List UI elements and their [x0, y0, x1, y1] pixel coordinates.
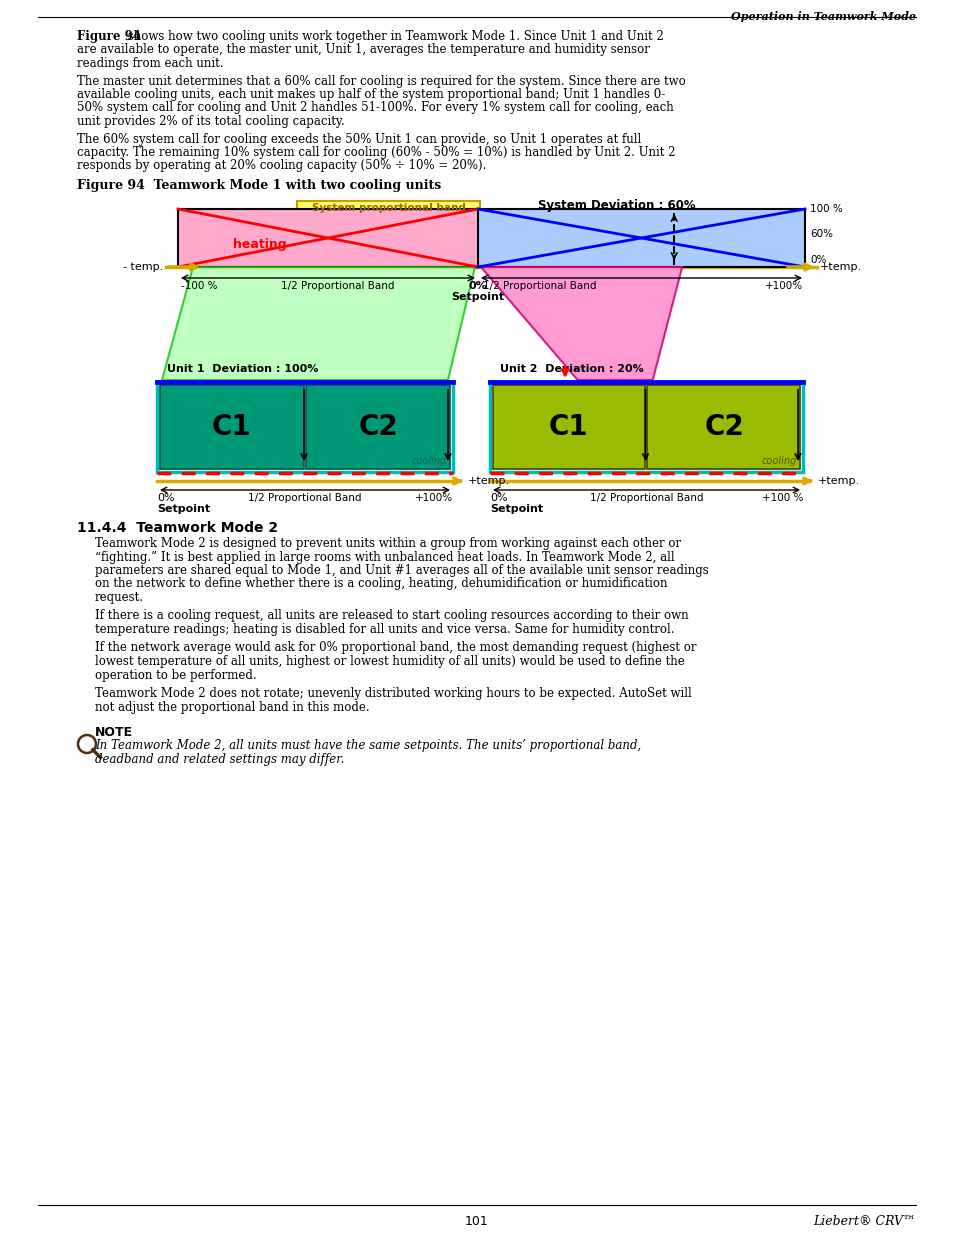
Text: Figure 94: Figure 94 [77, 30, 141, 43]
Text: heating: heating [233, 238, 286, 252]
Text: Setpoint: Setpoint [490, 504, 542, 514]
Polygon shape [162, 267, 475, 380]
Text: are available to operate, the master unit, Unit 1, averages the temperature and : are available to operate, the master uni… [77, 43, 649, 57]
Text: The 60% system call for cooling exceeds the 50% Unit 1 can provide, so Unit 1 op: The 60% system call for cooling exceeds … [77, 132, 640, 146]
Text: temperature readings; heating is disabled for all units and vice versa. Same for: temperature readings; heating is disable… [95, 622, 674, 636]
Text: 11.4.4  Teamwork Mode 2: 11.4.4 Teamwork Mode 2 [77, 521, 278, 535]
Text: - temp.: - temp. [123, 262, 163, 272]
Bar [490, 382, 802, 472]
Bar [647, 385, 800, 469]
Text: C2: C2 [358, 412, 398, 441]
Text: Figure 94  Teamwork Mode 1 with two cooling units: Figure 94 Teamwork Mode 1 with two cooli… [77, 179, 441, 191]
Text: C1: C1 [211, 412, 251, 441]
Text: 0%: 0% [490, 493, 507, 503]
Text: 0%: 0% [809, 254, 825, 266]
Text: System proportional band: System proportional band [312, 203, 465, 212]
Text: 60%: 60% [809, 228, 832, 238]
Text: Setpoint: Setpoint [451, 291, 504, 303]
Text: deadband and related settings may differ.: deadband and related settings may differ… [95, 752, 344, 766]
Text: “fighting.” It is best applied in large rooms with unbalanced heat loads. In Tea: “fighting.” It is best applied in large … [95, 551, 674, 563]
Bar [160, 385, 304, 469]
Text: 0%: 0% [157, 493, 174, 503]
Text: C1: C1 [548, 412, 587, 441]
Text: C2: C2 [704, 412, 744, 441]
Bar [178, 209, 804, 267]
Text: Teamwork Mode 2 is designed to prevent units within a group from working against: Teamwork Mode 2 is designed to prevent u… [95, 537, 680, 550]
Text: 1/2 Proportional Band: 1/2 Proportional Band [482, 282, 596, 291]
Text: unit provides 2% of its total cooling capacity.: unit provides 2% of its total cooling ca… [77, 115, 344, 128]
Text: The master unit determines that a 60% call for cooling is required for the syste: The master unit determines that a 60% ca… [77, 74, 685, 88]
Text: cooling: cooling [760, 456, 796, 466]
Text: responds by operating at 20% cooling capacity (50% ÷ 10% = 20%).: responds by operating at 20% cooling cap… [77, 159, 486, 173]
Text: 100 %: 100 % [809, 204, 841, 214]
Text: NOTE: NOTE [95, 726, 133, 739]
Polygon shape [178, 209, 477, 267]
Text: Unit 2  Deviation : 20%: Unit 2 Deviation : 20% [499, 364, 643, 374]
Text: In Teamwork Mode 2, all units must have the same setpoints. The units’ proportio: In Teamwork Mode 2, all units must have … [95, 739, 640, 752]
Text: +100%: +100% [415, 493, 453, 503]
Polygon shape [480, 267, 681, 380]
Text: System Deviation : 60%: System Deviation : 60% [537, 200, 695, 212]
Text: -100 %: -100 % [181, 282, 217, 291]
Text: +100%: +100% [764, 282, 802, 291]
Text: on the network to define whether there is a cooling, heating, dehumidification o: on the network to define whether there i… [95, 578, 667, 590]
Text: 1/2 Proportional Band: 1/2 Proportional Band [589, 493, 702, 503]
Bar [306, 385, 450, 469]
Text: If the network average would ask for 0% proportional band, the most demanding re: If the network average would ask for 0% … [95, 641, 696, 655]
Polygon shape [477, 209, 804, 267]
Text: lowest temperature of all units, highest or lowest humidity of all units) would : lowest temperature of all units, highest… [95, 655, 684, 668]
Text: If there is a cooling request, all units are released to start cooling resources: If there is a cooling request, all units… [95, 610, 688, 622]
Text: Unit 1  Deviation : 100%: Unit 1 Deviation : 100% [167, 364, 318, 374]
Text: +temp.: +temp. [468, 475, 510, 487]
Text: Operation in Teamwork Mode: Operation in Teamwork Mode [730, 11, 915, 22]
Bar [157, 382, 453, 472]
Text: readings from each unit.: readings from each unit. [77, 57, 223, 70]
Text: operation to be performed.: operation to be performed. [95, 668, 256, 682]
Text: 50% system call for cooling and Unit 2 handles 51-100%. For every 1% system call: 50% system call for cooling and Unit 2 h… [77, 101, 673, 115]
Text: 1/2 Proportional Band: 1/2 Proportional Band [248, 493, 361, 503]
Text: available cooling units, each unit makes up half of the system proportional band: available cooling units, each unit makes… [77, 88, 664, 101]
Bar [296, 201, 479, 215]
Bar [493, 385, 645, 469]
Text: not adjust the proportional band in this mode.: not adjust the proportional band in this… [95, 700, 369, 714]
Text: capacity. The remaining 10% system call for cooling (60% - 50% = 10%) is handled: capacity. The remaining 10% system call … [77, 146, 675, 159]
Text: cooling: cooling [412, 456, 447, 466]
Text: Teamwork Mode 2 does not rotate; unevenly distributed working hours to be expect: Teamwork Mode 2 does not rotate; unevenl… [95, 687, 691, 700]
Text: shows how two cooling units work together in Teamwork Mode 1. Since Unit 1 and U: shows how two cooling units work togethe… [124, 30, 663, 43]
Text: 101: 101 [465, 1215, 488, 1228]
Text: Liebert® CRV™: Liebert® CRV™ [813, 1215, 915, 1228]
Text: 0%: 0% [468, 282, 487, 291]
Text: +temp.: +temp. [820, 262, 862, 272]
Text: request.: request. [95, 592, 144, 604]
Text: 1/2 Proportional Band: 1/2 Proportional Band [281, 282, 395, 291]
Text: +100 %: +100 % [760, 493, 802, 503]
Text: +temp.: +temp. [817, 475, 860, 487]
Text: parameters are shared equal to Mode 1, and Unit #1 averages all of the available: parameters are shared equal to Mode 1, a… [95, 564, 708, 577]
Text: Setpoint: Setpoint [157, 504, 210, 514]
